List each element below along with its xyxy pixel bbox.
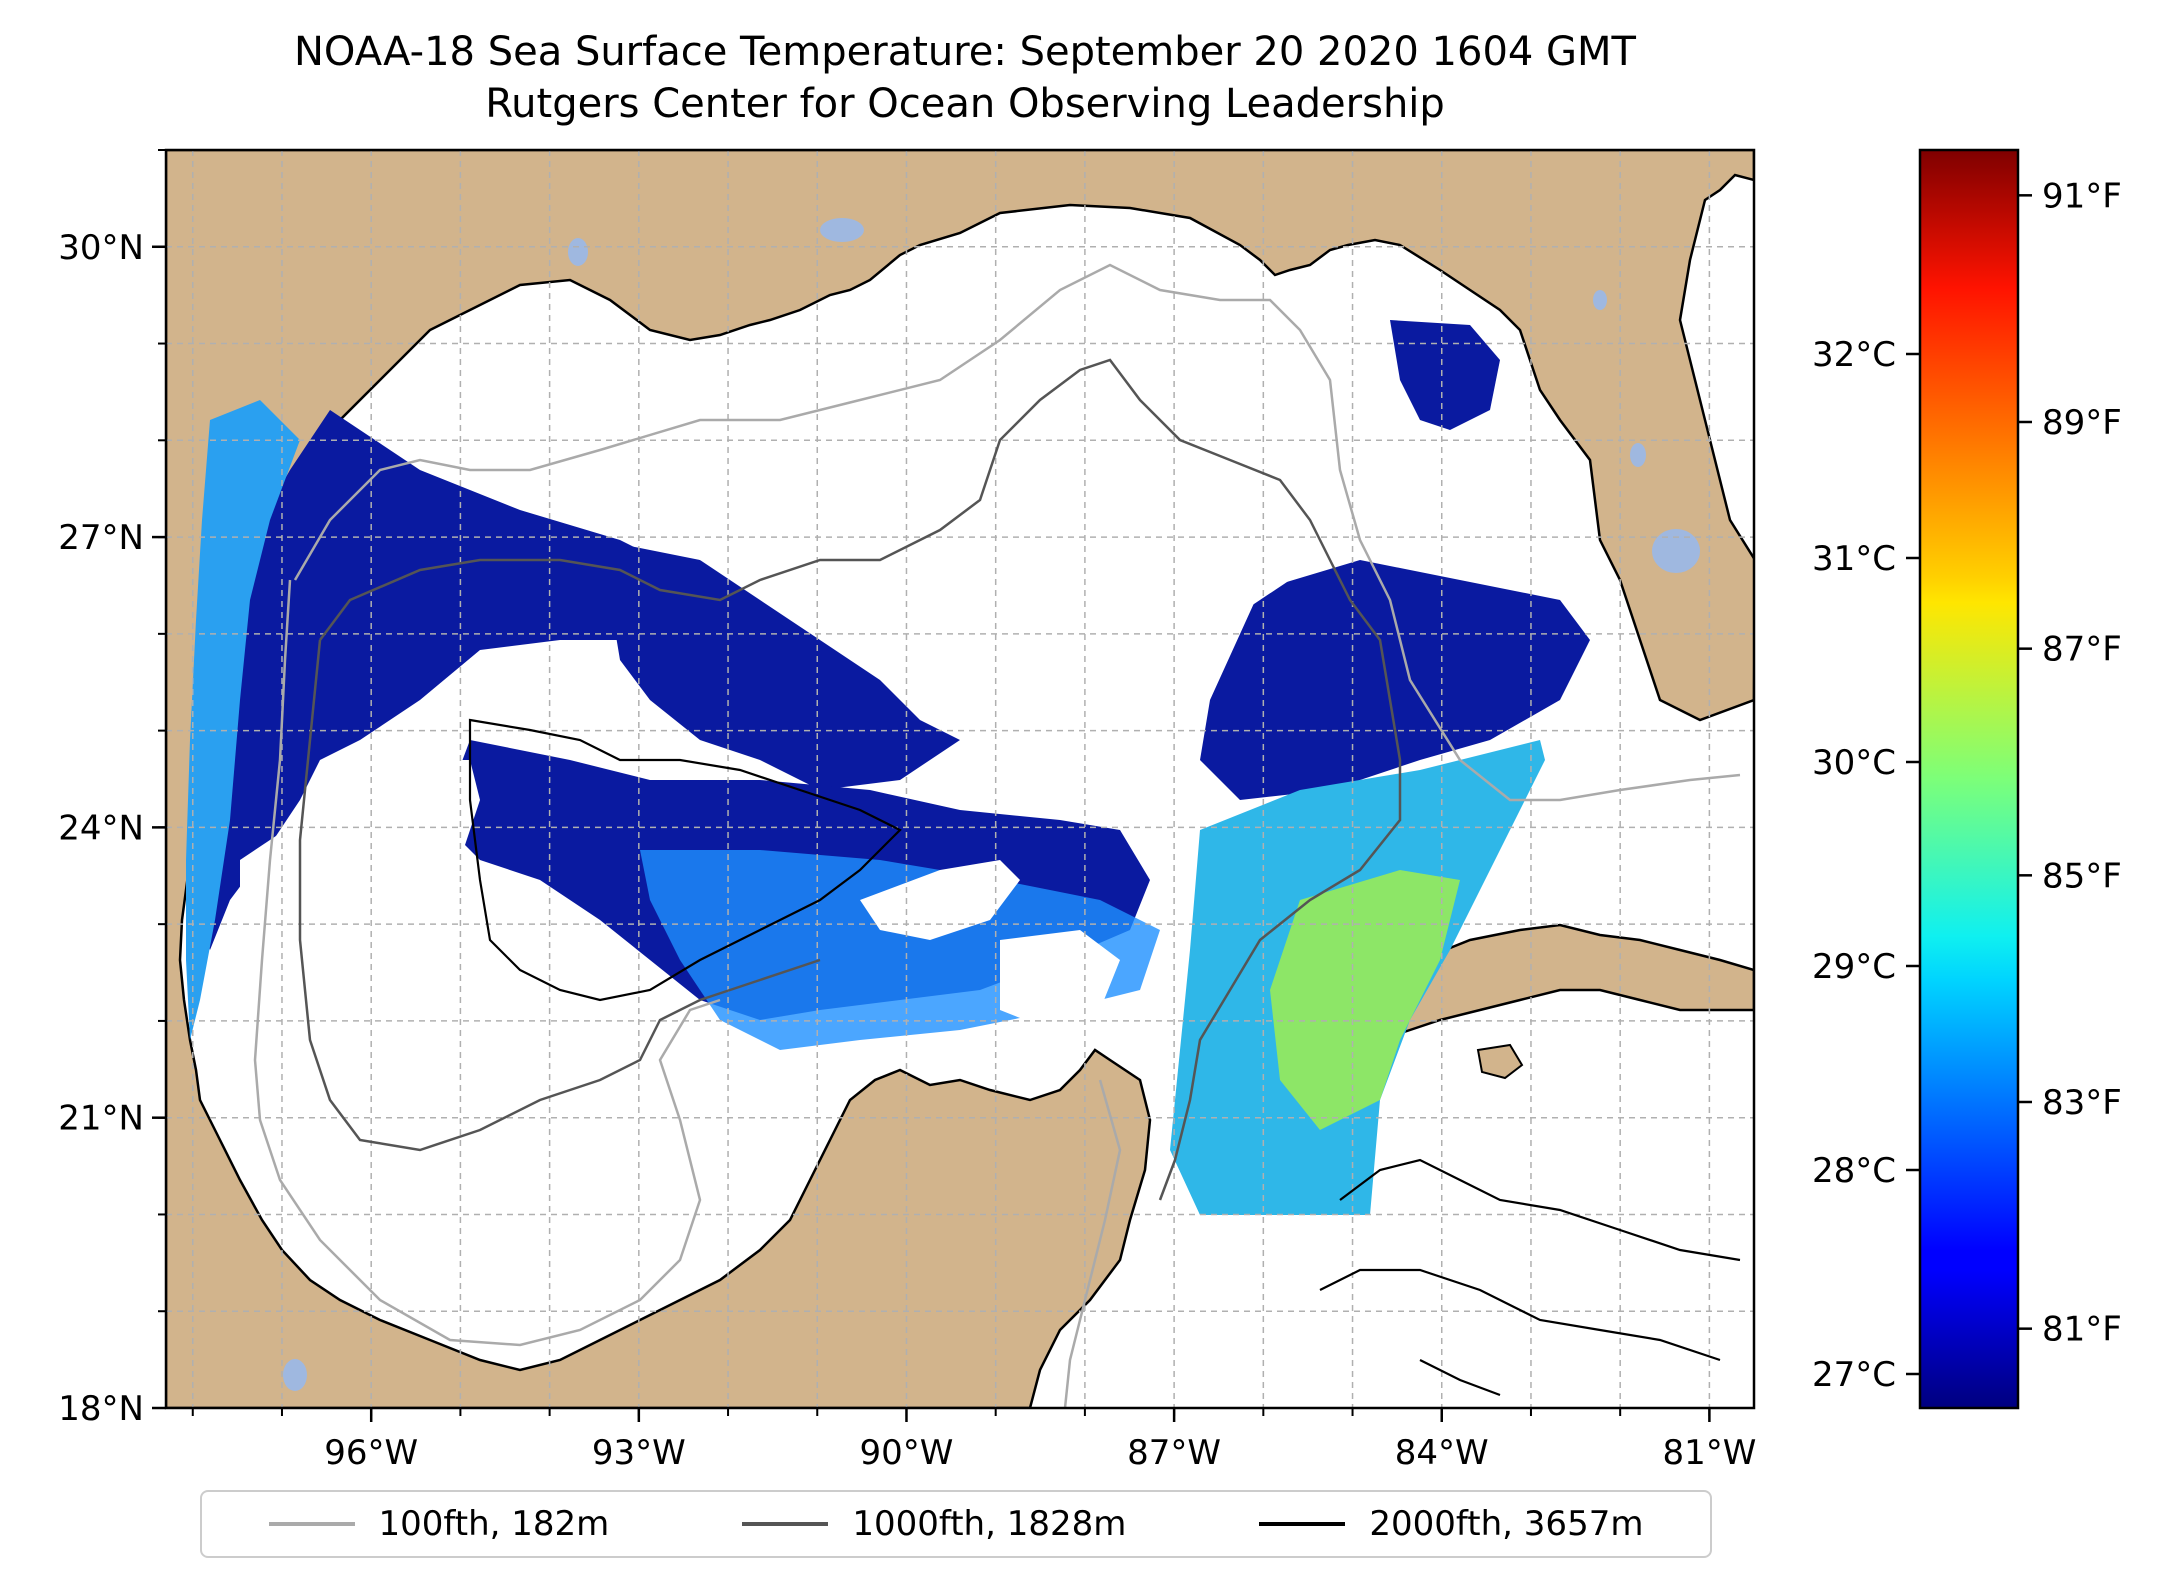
lake-okeechobee <box>1652 529 1700 573</box>
contour-legend: 100fth, 182m 1000fth, 1828m 2000fth, 365… <box>200 1490 1712 1558</box>
contour-2000fth <box>468 718 1741 1397</box>
lake-small-1 <box>568 238 588 266</box>
legend-item-100fth: 100fth, 182m <box>268 1504 610 1544</box>
lon-tick-label: 93°W <box>592 1433 686 1473</box>
lake-pontchartrain <box>820 218 864 242</box>
contour-100fth <box>253 263 1741 1408</box>
contour-1000fth <box>298 358 1402 1201</box>
map-gridlines <box>166 150 1754 1408</box>
colorbar-c-tick-label: 28°C <box>1812 1151 1896 1191</box>
lat-tick-label: 18°N <box>58 1389 144 1429</box>
legend-swatch-100fth <box>268 1522 355 1526</box>
legend-label-1000fth: 1000fth, 1828m <box>852 1504 1127 1544</box>
sst-hot-spot <box>1270 870 1460 1130</box>
latitude-axis: 18°N 21°N 24°N 27°N 30°N <box>58 149 166 1429</box>
colorbar-fahrenheit-axis: 81°F 83°F 85°F 87°F 89°F 91°F <box>2018 176 2122 1350</box>
lon-tick-label: 90°W <box>860 1433 954 1473</box>
colorbar-f-tick-label: 91°F <box>2042 176 2122 216</box>
colorbar-c-tick-label: 27°C <box>1812 1355 1896 1395</box>
map-subtitle: Rutgers Center for Ocean Observing Leade… <box>485 81 1445 127</box>
land-isle-of-youth <box>1476 1043 1524 1080</box>
colorbar-f-tick-label: 83°F <box>2042 1083 2122 1123</box>
colorbar-celsius-axis: 27°C 28°C 29°C 30°C 31°C 32°C <box>1812 335 1920 1395</box>
lake-small-4 <box>283 1359 307 1391</box>
colorbar-f-tick-label: 85°F <box>2042 856 2122 896</box>
lon-tick-label: 81°W <box>1662 1433 1756 1473</box>
cloud-mask <box>240 360 1500 1030</box>
lat-tick-label: 27°N <box>58 518 144 558</box>
lake-small-2 <box>1630 443 1646 467</box>
longitude-axis: 96°W 93°W 90°W 87°W 84°W 81°W <box>191 1408 1756 1473</box>
colorbar-c-tick-label: 32°C <box>1812 335 1896 375</box>
colorbar-c-tick-label: 31°C <box>1812 539 1896 579</box>
lon-tick-label: 84°W <box>1395 1433 1489 1473</box>
map-area <box>166 150 1754 1408</box>
lon-tick-label: 87°W <box>1127 1433 1221 1473</box>
legend-item-2000fth: 2000fth, 3657m <box>1259 1504 1643 1544</box>
legend-item-1000fth: 1000fth, 1828m <box>742 1504 1126 1544</box>
lat-tick-label: 24°N <box>58 808 144 848</box>
colorbar-c-tick-label: 29°C <box>1812 947 1896 987</box>
colorbar <box>1918 148 2020 1410</box>
colorbar-f-tick-label: 87°F <box>2042 630 2122 670</box>
legend-label-2000fth: 2000fth, 3657m <box>1369 1504 1644 1544</box>
lake-small-3 <box>1593 290 1607 310</box>
lat-tick-label: 30°N <box>58 228 144 268</box>
lat-tick-label: 21°N <box>58 1099 144 1139</box>
colorbar-c-tick-label: 30°C <box>1812 743 1896 783</box>
colorbar-f-tick-label: 81°F <box>2042 1310 2122 1350</box>
legend-label-100fth: 100fth, 182m <box>378 1504 610 1544</box>
map-title: NOAA-18 Sea Surface Temperature: Septemb… <box>294 29 1636 75</box>
colorbar-f-tick-label: 89°F <box>2042 403 2122 443</box>
legend-swatch-1000fth <box>742 1522 829 1526</box>
map-frame <box>164 148 1756 1410</box>
sst-western-edge <box>186 400 300 1040</box>
lon-tick-label: 96°W <box>324 1433 418 1473</box>
legend-swatch-2000fth <box>1259 1522 1346 1526</box>
